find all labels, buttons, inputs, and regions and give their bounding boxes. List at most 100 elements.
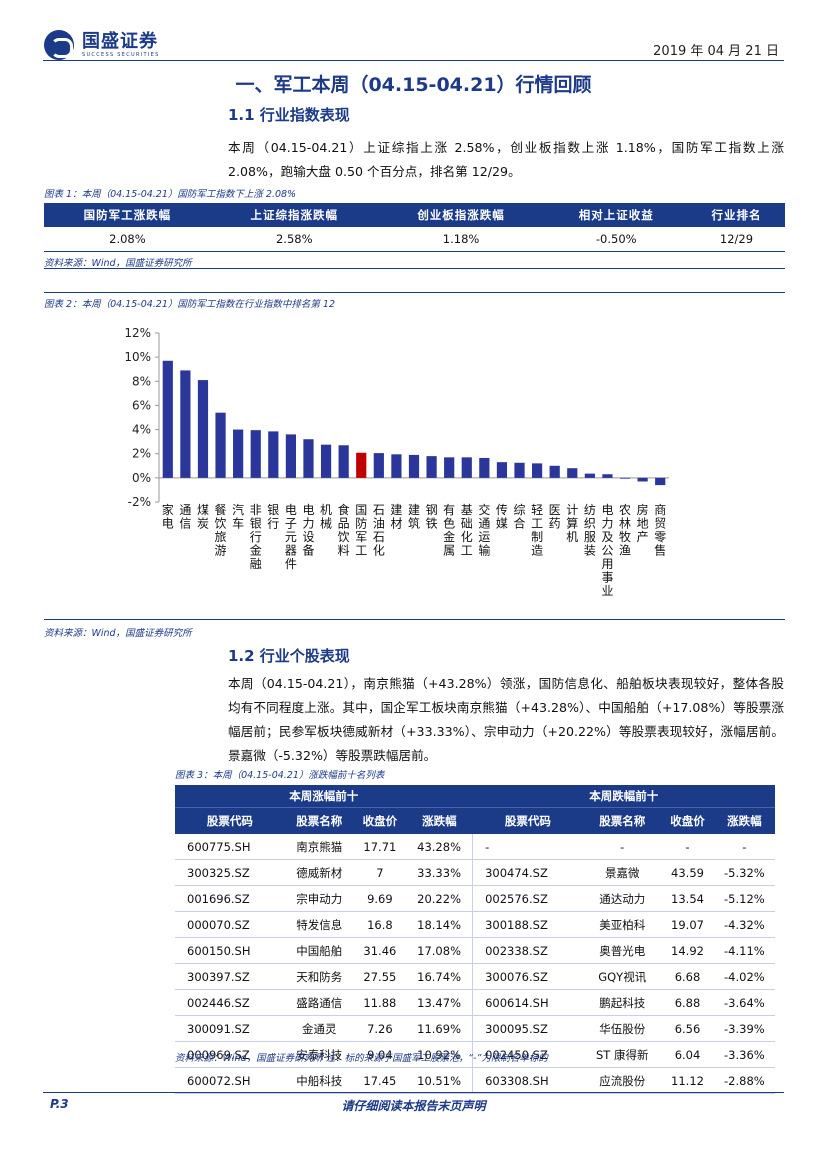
bar — [655, 477, 666, 486]
y-tick-label: 12% — [124, 326, 151, 340]
group-header-gainers: 本周涨幅前十 — [175, 785, 473, 808]
x-tick-label: 食品饮料 — [338, 502, 350, 558]
table-cell: - — [661, 834, 714, 860]
bar — [338, 445, 349, 478]
table-row: 600775.SH 南京熊猫 17.71 43.28% - - - - — [175, 834, 775, 860]
table-cell: 1.18% — [377, 227, 545, 252]
x-tick-label: 煤炭 — [197, 503, 209, 531]
table-cell: 华伍股份 — [583, 1015, 662, 1042]
table-cell: 11.12 — [661, 1067, 714, 1094]
table-cell: -4.11% — [713, 937, 775, 964]
table-3-source: 资料来源：Wind，国盛证券研究所 注：标的来源于国盛军工股票池，“-”为限制名… — [175, 1053, 548, 1064]
table-cell: 300091.SZ — [175, 1015, 285, 1042]
paragraph-stock-performance: 本周（04.15-04.21），南京熊猫（+43.28%）领涨，国防信息化、船舶… — [228, 676, 784, 763]
table-cell: 中国船舶 — [284, 937, 354, 964]
table-cell: 002446.SZ — [175, 989, 285, 1016]
table-row: 002446.SZ 盛路通信 11.88 13.47% 600614.SH 鹏起科技 6.8… — [175, 989, 775, 1016]
table-cell: 9.69 — [353, 885, 407, 912]
table-cell: 300325.SZ — [175, 859, 285, 886]
bar — [391, 454, 402, 478]
table-cell: 景嘉微 — [583, 859, 662, 886]
divider — [44, 619, 785, 620]
table-cell: -2.88% — [713, 1067, 775, 1094]
bar — [408, 454, 420, 478]
table-cell: 002576.SZ — [472, 885, 584, 912]
table-cell: 002338.SZ — [472, 937, 584, 964]
bar — [250, 430, 261, 478]
table-cell: 12/29 — [688, 227, 785, 252]
x-tick-label: 房地产 — [637, 502, 649, 544]
table-cell: 宗申动力 — [284, 885, 354, 912]
table-cell: 300397.SZ — [175, 963, 285, 990]
table-cell: 鹏起科技 — [583, 989, 662, 1016]
table-row: 001696.SZ 宗申动力 9.69 20.22% 002576.SZ 通达动力 13.5… — [175, 885, 775, 912]
table-cell: 10.51% — [406, 1067, 474, 1094]
y-tick-label: -2% — [128, 495, 151, 509]
table-cell: -5.12% — [713, 885, 775, 912]
col-header: 行业排名 — [688, 203, 785, 227]
x-tick-label: 石油石化 — [373, 503, 385, 558]
bar — [303, 439, 314, 478]
table-cell: ST 康得新 — [583, 1041, 662, 1068]
table-cell: 金通灵 — [284, 1015, 354, 1042]
x-tick-label: 电子元器件 — [285, 503, 297, 571]
table-cell: -4.02% — [713, 963, 775, 990]
table-cell: 000070.SZ — [175, 911, 285, 938]
y-tick-label: 8% — [132, 374, 151, 388]
x-tick-label: 通信 — [179, 503, 191, 531]
bar — [532, 463, 543, 478]
x-tick-label: 商贸零售 — [654, 502, 666, 558]
chart-source: 资料来源：Wind，国盛证券研究所 — [44, 628, 192, 639]
divider — [44, 268, 785, 269]
table-cell: 33.33% — [406, 859, 474, 886]
table-cell: -5.32% — [713, 859, 775, 886]
x-tick-label: 电力及公用事业 — [601, 503, 613, 598]
col-header: 收盘价 — [353, 807, 407, 834]
table-row: 300091.SZ 金通灵 7.26 11.69% 300095.SZ 华伍股份 6.56-… — [175, 1015, 775, 1042]
table-header-row: 国防军工涨跌幅 上证综指涨跌幅 创业板指涨跌幅 相对上证收益 行业排名 — [44, 203, 785, 227]
table-cell: 001696.SZ — [175, 885, 285, 912]
bar — [584, 473, 595, 478]
table-3-caption: 图表 3：本周（04.15-04.21）涨跌幅前十名列表 — [175, 770, 385, 781]
footer-divider — [43, 1092, 784, 1093]
table-cell: 中船科技 — [284, 1067, 354, 1094]
bar — [197, 380, 209, 478]
table-cell: 南京熊猫 — [284, 834, 354, 860]
col-header: 股票代码 — [472, 807, 584, 834]
table-1-source: 资料来源：Wind，国盛证券研究所 — [44, 258, 192, 269]
paragraph-index-performance: 本周（04.15-04.21）上证综指上涨 2.58%，创业板指数上涨 1.18… — [228, 140, 784, 179]
col-header: 国防军工涨跌幅 — [44, 203, 211, 227]
table-cell: 18.14% — [406, 911, 474, 938]
table-cell: 2.08% — [44, 227, 211, 252]
table-cell: 13.54 — [661, 885, 714, 912]
table-cell: 17.45 — [353, 1067, 407, 1094]
table-cell: 6.88 — [661, 989, 714, 1016]
x-tick-label: 钢铁 — [426, 503, 438, 531]
table-cell: -3.64% — [713, 989, 775, 1016]
table-cell: 美亚柏科 — [583, 911, 662, 938]
col-header: 创业板指涨跌幅 — [377, 203, 545, 227]
brand-name: 国盛证券 — [82, 31, 158, 52]
table-cell: 7.26 — [353, 1015, 407, 1042]
table-cell: 14.92 — [661, 937, 714, 964]
bar — [426, 456, 437, 478]
bar — [619, 477, 631, 479]
table-cell: - — [583, 834, 662, 860]
table-cell: 16.8 — [353, 911, 407, 938]
x-tick-label: 建材 — [390, 503, 402, 531]
table-cell: 600072.SH — [175, 1067, 285, 1094]
table-row: 600150.SH 中国船舶 31.46 17.08% 002338.SZ 奥普光电 14.… — [175, 937, 775, 964]
bar — [162, 360, 173, 478]
bar — [356, 452, 367, 478]
table-cell: 11.69% — [406, 1015, 474, 1042]
table-cell: 应流股份 — [583, 1067, 662, 1094]
report-date: 2019 年 04 月 21 日 — [653, 44, 779, 59]
bar — [373, 453, 384, 478]
table-cell: 000969.SZ — [175, 1041, 285, 1068]
table-cell: 600614.SH — [472, 989, 584, 1016]
x-tick-label: 电力设备 — [302, 503, 314, 558]
column-header-row: 股票代码 股票名称 收盘价 涨跌幅 股票代码 股票名称 收盘价 涨跌幅 — [175, 807, 775, 834]
x-tick-label: 银行 — [267, 503, 279, 531]
table-cell: 17.08% — [406, 937, 474, 964]
table-cell: 10.92% — [406, 1041, 474, 1068]
